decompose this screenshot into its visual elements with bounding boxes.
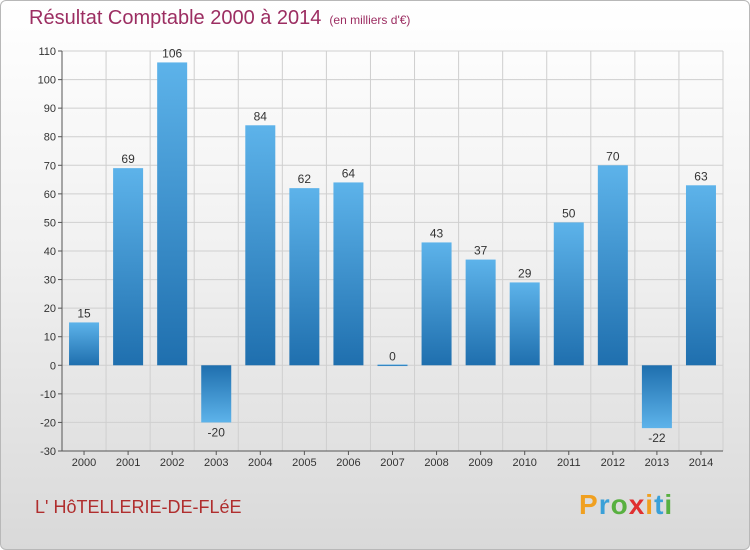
x-tick-label: 2011 xyxy=(557,457,581,469)
y-tick-label: 20 xyxy=(44,303,56,315)
value-label: 29 xyxy=(518,266,532,280)
x-tick-label: 2001 xyxy=(116,457,140,469)
y-tick-label: 100 xyxy=(38,75,56,87)
proxiti-logo: Proxiti xyxy=(579,489,673,521)
x-tick-label: 2008 xyxy=(424,457,448,469)
bar-2013 xyxy=(641,365,672,429)
bar-2001 xyxy=(113,168,144,366)
y-tick-label: 30 xyxy=(44,275,56,287)
x-tick-label: 2014 xyxy=(689,457,713,469)
logo-letter: r xyxy=(598,489,611,520)
y-tick-label: 40 xyxy=(44,246,56,258)
value-label: -22 xyxy=(648,431,666,445)
x-tick-label: 2003 xyxy=(204,457,228,469)
y-tick-label: 90 xyxy=(44,103,56,115)
logo-letter: t xyxy=(654,489,665,520)
y-tick-label: -30 xyxy=(40,446,56,458)
chart-subtitle: (en milliers d'€) xyxy=(329,13,411,27)
bar-2012 xyxy=(597,165,628,366)
value-label: 50 xyxy=(562,206,576,220)
y-tick-label: -10 xyxy=(40,389,56,401)
bar-2007 xyxy=(377,364,408,367)
y-tick-label: 70 xyxy=(44,160,56,172)
value-label: 15 xyxy=(77,306,91,320)
logo-letter: P xyxy=(579,489,599,520)
x-tick-label: 2009 xyxy=(468,457,492,469)
bar-2014 xyxy=(685,185,716,366)
bar-2005 xyxy=(289,188,320,366)
bar-2004 xyxy=(245,125,276,366)
value-label: 37 xyxy=(474,244,488,258)
chart-title-text: Résultat Comptable 2000 à 2014 xyxy=(29,7,322,29)
bar-2003 xyxy=(201,365,232,423)
value-label: -20 xyxy=(208,425,226,439)
bar-2009 xyxy=(465,259,496,366)
value-label: 69 xyxy=(121,152,135,166)
value-label: 43 xyxy=(430,226,444,240)
y-tick-label: 60 xyxy=(44,189,56,201)
bar-2008 xyxy=(421,242,452,366)
value-label: 0 xyxy=(389,349,396,363)
bar-2010 xyxy=(509,282,540,366)
x-tick-label: 2004 xyxy=(248,457,272,469)
value-label: 106 xyxy=(162,46,182,60)
y-tick-label: 10 xyxy=(44,332,56,344)
x-tick-label: 2013 xyxy=(645,457,669,469)
y-tick-label: 110 xyxy=(38,46,56,58)
value-label: 64 xyxy=(342,166,356,180)
logo-letter: i xyxy=(645,489,655,520)
x-tick-label: 2012 xyxy=(601,457,625,469)
value-label: 62 xyxy=(298,172,312,186)
logo-letter: x xyxy=(628,489,646,520)
x-tick-label: 2006 xyxy=(336,457,360,469)
chart-title: Résultat Comptable 2000 à 2014 (en millie… xyxy=(29,7,410,30)
x-tick-label: 2007 xyxy=(380,457,404,469)
bar-2011 xyxy=(553,222,584,366)
bar-2000 xyxy=(69,322,100,366)
y-tick-label: -20 xyxy=(40,417,56,429)
x-tick-label: 2005 xyxy=(292,457,316,469)
logo-letter: i xyxy=(664,489,674,520)
bar-2006 xyxy=(333,182,364,366)
y-tick-label: 0 xyxy=(50,360,56,372)
y-tick-label: 50 xyxy=(44,217,56,229)
x-tick-label: 2000 xyxy=(72,457,96,469)
logo-letter: o xyxy=(610,489,629,520)
y-tick-label: 80 xyxy=(44,132,56,144)
x-tick-label: 2002 xyxy=(160,457,184,469)
bar-2002 xyxy=(157,62,188,366)
value-label: 63 xyxy=(694,169,708,183)
place-name: L' HôTELLERIE-DE-FLéE xyxy=(35,497,242,517)
x-tick-label: 2010 xyxy=(512,457,536,469)
value-label: 84 xyxy=(254,109,268,123)
value-label: 70 xyxy=(606,149,620,163)
